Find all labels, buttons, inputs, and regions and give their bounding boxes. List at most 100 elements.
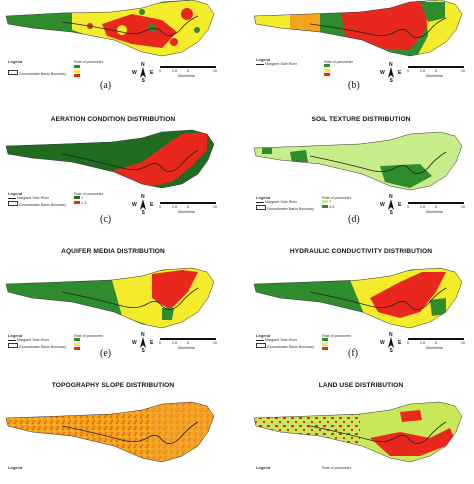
- scale-bar-a: 0 2.5 5 10 Kilometers: [159, 62, 217, 78]
- rate-swatch-1: [324, 64, 353, 68]
- river-label: Margaret Side River: [8, 338, 49, 343]
- rate-legend-d: Rate of parameter 7 3-5: [322, 196, 351, 209]
- panel-title: AQUIFER MEDIA DISTRIBUTION: [61, 248, 165, 255]
- rate-title: Rate of parameter: [324, 60, 353, 64]
- boundary-label: Groundwater Basin Boundary: [8, 342, 108, 349]
- rate-title: Rate of parameter: [74, 60, 103, 64]
- panel-label-f: (f): [348, 348, 358, 359]
- scale-bar-d: 0 2.5 5 10 Kilometers: [407, 198, 465, 214]
- panel-title: LAND USE DISTRIBUTION: [318, 382, 404, 389]
- panel-h: LAND USE DISTRIBUTION Legend Rate of par…: [250, 382, 472, 474]
- rate-swatch-2: [74, 342, 103, 347]
- panel-label-b: (b): [348, 80, 360, 91]
- rate-legend-c: Rate of parameter 1 1-3: [74, 192, 103, 205]
- map-g: [5, 401, 215, 463]
- rate-swatch-3: [322, 347, 351, 351]
- river-label: Margaret Side River: [256, 338, 297, 343]
- panel-g: TOPOGRAPHY SLOPE DISTRIBUTION Legend: [2, 382, 224, 474]
- legend-title: Legend: [8, 59, 23, 64]
- map-d: [253, 131, 463, 191]
- legend-d: Legend Margaret Side River Groundwater B…: [256, 195, 356, 211]
- scale-bar-f: 0 2.5 5 10 Kilometers: [407, 334, 465, 350]
- rate-title: Rate of parameter: [322, 466, 351, 470]
- legend-title: Legend: [256, 465, 271, 470]
- rate-legend-b: Rate of parameter: [324, 60, 353, 78]
- panel-d: SOIL TEXTURE DISTRIBUTION Legend Margare…: [250, 116, 472, 228]
- north-arrow-icon: [140, 199, 146, 210]
- legend-b: Legend Margaret Side River: [256, 57, 356, 67]
- rate-swatch-1: [74, 65, 103, 69]
- north-arrow-icon: [388, 67, 394, 78]
- scale-bar-c: 0 2.5 5 10 Kilometers: [159, 198, 217, 214]
- panel-label-d: (d): [348, 214, 360, 225]
- rate-swatch-3: [324, 73, 353, 77]
- rate-legend-h: Rate of parameter: [322, 466, 351, 470]
- map-b: [253, 0, 463, 57]
- rate-swatch-2: [324, 68, 353, 73]
- legend-title: Legend: [256, 333, 271, 338]
- panel-label-c: (c): [100, 214, 112, 225]
- panel-e: AQUIFER MEDIA DISTRIBUTION Legend Margar…: [2, 248, 224, 360]
- legend-c: Legend Margaret Side River Groundwater B…: [8, 191, 108, 207]
- panel-c: AERATION CONDITION DISTRIBUTION Legend M…: [2, 116, 224, 228]
- scale-bar-e: 0 2.5 5 10 Kilometers: [159, 334, 217, 350]
- legend-title: Legend: [8, 191, 23, 196]
- legend-e: Legend Margaret Side River Groundwater B…: [8, 333, 108, 349]
- boundary-label: Groundwater Basin Boundary: [256, 204, 356, 211]
- panel-title: TOPOGRAPHY SLOPE DISTRIBUTION: [51, 382, 175, 389]
- rate-swatch-2: 1-3: [74, 200, 103, 205]
- north-arrow-icon: [388, 199, 394, 210]
- rate-swatch-3: [74, 74, 103, 78]
- panel-label-a: (a): [100, 80, 112, 91]
- boundary-label: Groundwater Basin Boundary: [256, 342, 356, 349]
- map-c: [5, 129, 215, 189]
- legend-g: Legend: [8, 465, 23, 470]
- rate-swatch-3: [74, 347, 103, 351]
- river-label: Margaret Side River: [256, 200, 297, 205]
- legend-title: Legend: [256, 195, 271, 200]
- panel-label-e: (e): [100, 348, 112, 359]
- panel-title: AERATION CONDITION DISTRIBUTION: [50, 116, 176, 123]
- rate-swatch-1: [322, 338, 351, 342]
- panel-b: Legend Margaret Side River Rate of param…: [250, 0, 472, 112]
- rate-swatch-1: [74, 338, 103, 342]
- map-e: [5, 267, 215, 329]
- rate-swatch-2: [74, 69, 103, 74]
- legend-h: Legend: [256, 465, 271, 470]
- rate-legend-e: Rate of parameter: [74, 334, 103, 352]
- rate-swatch-1: 7: [322, 200, 351, 204]
- river-label: Margaret Side River: [256, 62, 297, 67]
- north-arrow-icon: [140, 337, 146, 348]
- rate-title: Rate of parameter: [322, 334, 351, 338]
- rate-swatch-1: 1: [74, 196, 103, 200]
- river-label: Margaret Side River: [8, 196, 49, 201]
- boundary-label: Groundwater Basin Boundary: [8, 70, 108, 76]
- rate-legend-a: Rate of parameter: [74, 60, 103, 79]
- panel-a: Legend Groundwater Basin Boundary Rate o…: [2, 0, 224, 112]
- legend-title: Legend: [8, 465, 23, 470]
- panel-title: SOIL TEXTURE DISTRIBUTION: [311, 116, 411, 123]
- rate-legend-f: Rate of parameter: [322, 334, 351, 352]
- rate-title: Rate of parameter: [74, 192, 103, 196]
- rate-swatch-2: 3-5: [322, 204, 351, 209]
- boundary-label: Groundwater Basin Boundary: [8, 200, 108, 207]
- map-h: [253, 401, 463, 463]
- scale-bar-b: 0 2.5 5 10 Kilometers: [407, 62, 465, 78]
- rate-swatch-2: [322, 342, 351, 347]
- rate-title: Rate of parameter: [74, 334, 103, 338]
- legend-title: Legend: [8, 333, 23, 338]
- map-a: [5, 0, 215, 57]
- panel-f: HYDRAULIC CONDUCTIVITY DISTRIBUTION Lege…: [250, 248, 472, 360]
- legend-title: Legend: [256, 57, 271, 62]
- panel-title: HYDRAULIC CONDUCTIVITY DISTRIBUTION: [289, 248, 433, 255]
- legend-a: Legend Groundwater Basin Boundary: [8, 59, 108, 77]
- rate-title: Rate of parameter: [322, 196, 351, 200]
- north-arrow-icon: [140, 67, 146, 78]
- legend-f: Legend Margaret Side River Groundwater B…: [256, 333, 356, 349]
